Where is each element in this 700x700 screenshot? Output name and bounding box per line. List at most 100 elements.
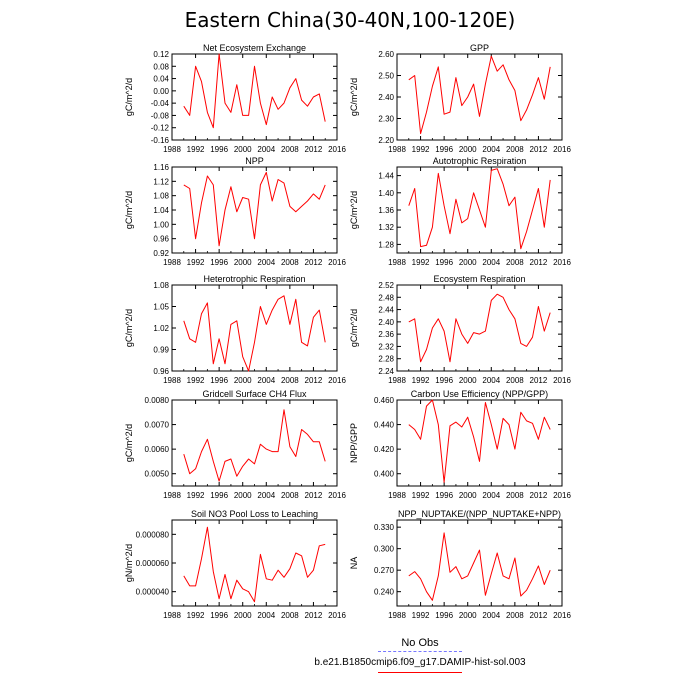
y-tick-label: 1.00	[153, 220, 169, 229]
y-axis-label: NA	[349, 557, 359, 570]
plot-frame	[396, 399, 563, 487]
y-axis-label: NPP/GPP	[349, 423, 359, 463]
x-tick-label: 2016	[328, 376, 346, 385]
panel-10: NPP_NUPTAKE/(NPP_NUPTAKE+NPP) NA 1988 1992 1…	[349, 509, 571, 620]
x-tick-label: 2008	[281, 145, 299, 154]
x-tick-label: 1996	[435, 258, 453, 267]
y-tick-label: 0.240	[374, 588, 395, 597]
y-tick-label: 0.000040	[136, 588, 170, 597]
y-tick-label: 2.40	[378, 318, 394, 327]
x-tick-label: 2004	[257, 611, 275, 620]
x-tick-label: 2004	[482, 491, 500, 500]
panel-9: Soil NO3 Pool Loss to Leaching gN/m^2/d 19…	[124, 509, 346, 620]
y-tick-label: 0.92	[153, 249, 169, 258]
y-axis-label: gC/m^2/d	[124, 191, 134, 229]
panel-title: Heterotrophic Respiration	[203, 274, 305, 284]
y-axis-label: gC/m^2/d	[349, 78, 359, 116]
x-tick-label: 2000	[459, 258, 477, 267]
y-tick-label: 1.40	[378, 189, 394, 198]
x-tick-label: 1992	[187, 611, 205, 620]
panel-title: Soil NO3 Pool Loss to Leaching	[191, 509, 318, 519]
y-tick-label: 0.460	[374, 396, 395, 405]
x-tick-label: 1996	[435, 376, 453, 385]
y-tick-label: 0.330	[374, 523, 395, 532]
x-tick-label: 1996	[210, 491, 228, 500]
plot-frame	[396, 519, 563, 607]
x-tick-label: 2000	[459, 376, 477, 385]
series-line	[183, 53, 326, 129]
x-tick-label: 1988	[163, 376, 181, 385]
x-tick-label: 1988	[163, 611, 181, 620]
figure-title: Eastern China(30-40N,100-120E)	[184, 8, 516, 32]
panel-8: Carbon Use Efficiency (NPP/GPP) NPP/GPP 19…	[349, 389, 571, 500]
x-tick-label: 2008	[506, 258, 524, 267]
x-tick-label: 1988	[163, 258, 181, 267]
y-tick-label: 0.96	[153, 367, 169, 376]
x-tick-label: 2000	[234, 258, 252, 267]
x-tick-label: 2000	[459, 491, 477, 500]
series-line	[408, 293, 551, 363]
legend-obs-label: No Obs	[401, 637, 439, 649]
x-tick-label: 2004	[257, 258, 275, 267]
x-tick-label: 1992	[412, 145, 430, 154]
x-tick-label: 2000	[234, 145, 252, 154]
legend-case-line	[378, 672, 462, 673]
y-tick-label: 1.28	[378, 240, 394, 249]
x-tick-label: 1992	[187, 491, 205, 500]
panel-title: Carbon Use Efficiency (NPP/GPP)	[411, 389, 548, 399]
y-tick-label: 2.44	[378, 306, 394, 315]
y-tick-label: 2.32	[378, 342, 394, 351]
x-tick-label: 2008	[281, 258, 299, 267]
x-tick-label: 1992	[412, 258, 430, 267]
x-tick-label: 2012	[305, 258, 323, 267]
y-tick-label: 0.000060	[136, 559, 170, 568]
x-tick-label: 2004	[257, 376, 275, 385]
y-tick-label: 0.00	[153, 87, 169, 96]
x-tick-label: 2012	[530, 258, 548, 267]
x-tick-label: 2004	[482, 258, 500, 267]
y-tick-label: -0.08	[151, 111, 170, 120]
x-tick-label: 2004	[482, 611, 500, 620]
y-tick-label: 0.04	[153, 75, 169, 84]
y-tick-label: 0.300	[374, 545, 395, 554]
x-tick-label: 1988	[388, 491, 406, 500]
x-tick-label: 1996	[210, 376, 228, 385]
y-tick-label: 0.12	[153, 50, 169, 59]
x-tick-label: 2016	[553, 145, 571, 154]
y-tick-label: -0.16	[151, 136, 170, 145]
x-tick-label: 2004	[257, 491, 275, 500]
x-tick-label: 1988	[388, 258, 406, 267]
y-tick-label: 0.000080	[136, 530, 170, 539]
y-tick-label: 2.48	[378, 293, 394, 302]
x-tick-label: 2008	[281, 491, 299, 500]
y-tick-label: 0.08	[153, 62, 169, 71]
x-tick-label: 1988	[163, 145, 181, 154]
y-tick-label: 1.16	[153, 163, 169, 172]
panel-title: NPP	[245, 156, 264, 166]
y-tick-label: 2.24	[378, 367, 394, 376]
legend-case-label: b.e21.B1850cmip6.f09_g17.DAMIP-hist-sol.…	[314, 657, 526, 668]
x-tick-label: 2016	[553, 258, 571, 267]
x-tick-label: 2016	[328, 491, 346, 500]
y-tick-label: 0.0050	[145, 470, 170, 479]
y-axis-label: gC/m^2/d	[124, 309, 134, 347]
y-tick-label: 1.44	[378, 172, 394, 181]
y-tick-label: 2.60	[378, 50, 394, 59]
series-line	[183, 171, 326, 247]
plot-frame	[171, 166, 338, 254]
y-tick-label: 0.99	[153, 346, 169, 355]
y-tick-label: 1.04	[153, 206, 169, 215]
x-tick-label: 2012	[305, 611, 323, 620]
series-line	[183, 409, 326, 482]
panel-title: Ecosystem Respiration	[433, 274, 525, 284]
y-tick-label: 2.40	[378, 93, 394, 102]
x-tick-label: 1996	[210, 145, 228, 154]
plot-frame	[171, 399, 338, 487]
x-tick-label: 2004	[257, 145, 275, 154]
y-tick-label: 1.08	[153, 192, 169, 201]
x-tick-label: 2004	[482, 376, 500, 385]
x-tick-label: 2000	[459, 145, 477, 154]
x-tick-label: 2008	[281, 611, 299, 620]
panel-7: Gridcell Surface CH4 Flux gC/m^2/d 1988 199…	[124, 389, 346, 500]
x-tick-label: 1988	[388, 611, 406, 620]
